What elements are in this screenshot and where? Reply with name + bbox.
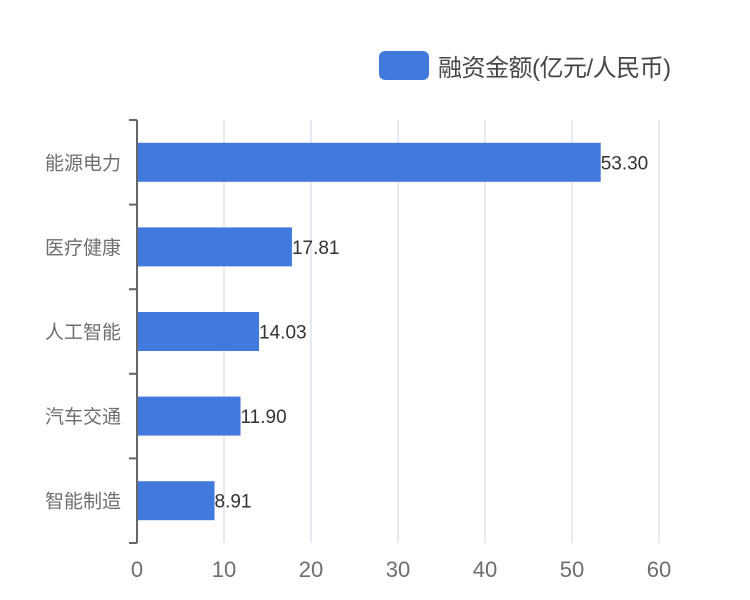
bar[interactable]: [137, 142, 601, 182]
bar[interactable]: [137, 227, 292, 267]
category-label: 人工智能: [45, 322, 121, 344]
x-tick-label: 60: [647, 557, 671, 582]
legend-swatch: [379, 51, 429, 80]
category-label: 智能制造: [45, 491, 121, 513]
bar[interactable]: [137, 312, 260, 351]
bar-value-label: 14.03: [259, 323, 307, 344]
x-tick-label: 40: [473, 557, 497, 582]
bar-value-label: 53.30: [601, 153, 649, 174]
bar-value-label: 17.81: [292, 238, 340, 259]
bar[interactable]: [137, 481, 215, 521]
x-tick-label: 50: [560, 557, 584, 582]
x-tick-label: 0: [131, 557, 143, 582]
bar[interactable]: [137, 396, 241, 436]
bars: 53.30 17.81 14.03 11.90 8.91: [137, 142, 649, 521]
x-tick-label: 10: [212, 557, 236, 582]
x-tick-label: 20: [299, 557, 323, 582]
category-label: 汽车交通: [45, 406, 121, 428]
bar-value-label: 8.91: [215, 492, 252, 513]
x-tick-label: 30: [386, 557, 410, 582]
legend-label: 融资金额(亿元/人民币): [438, 55, 671, 82]
category-label: 能源电力: [45, 152, 121, 174]
bar-value-label: 11.90: [241, 407, 287, 428]
legend[interactable]: 融资金额(亿元/人民币): [379, 48, 671, 83]
category-label: 医疗健康: [45, 237, 121, 259]
x-axis-ticks: 0 10 20 30 40 50 60: [131, 557, 671, 582]
